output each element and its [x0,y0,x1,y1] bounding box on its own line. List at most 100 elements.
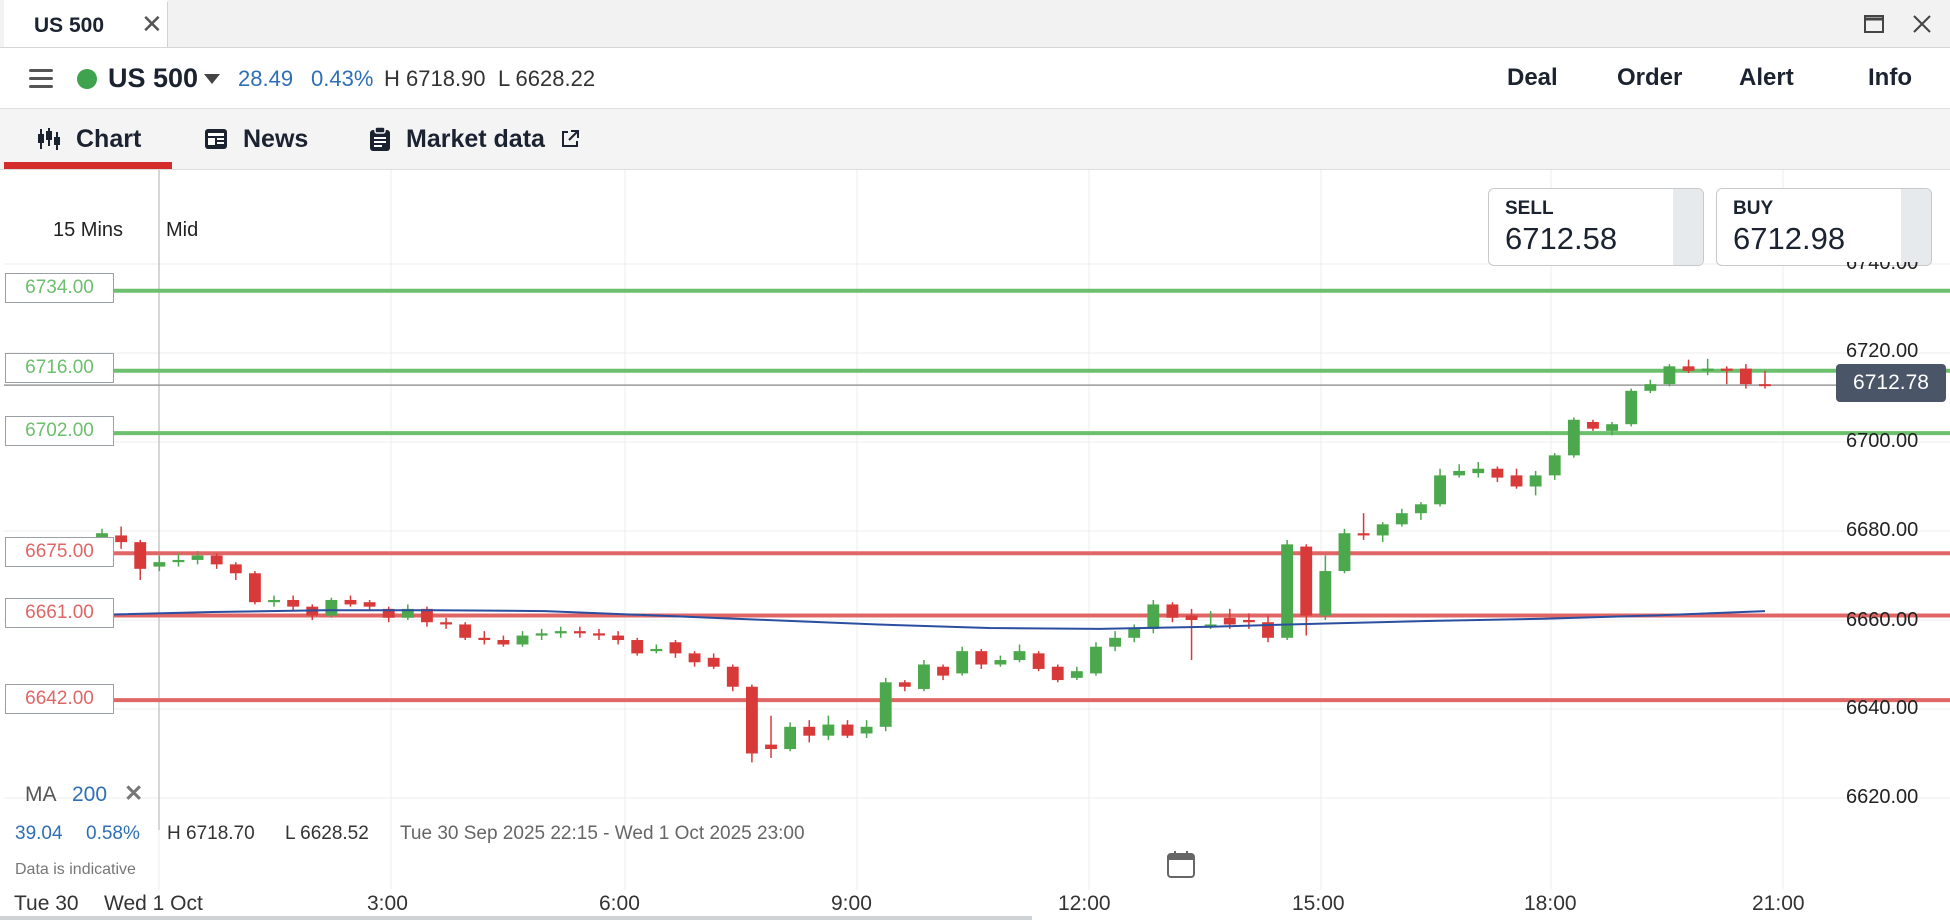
alert-level-label[interactable]: 6642.00 [5,684,114,714]
candle-body [631,640,644,654]
instrument-tab[interactable]: US 500 ✕ [4,0,168,47]
market-open-status-icon [77,69,97,89]
x-axis-label: Tue 30 [14,892,79,915]
tab-chart[interactable]: Chart [36,109,141,169]
candle-body [172,559,185,563]
price-chart[interactable] [4,170,1950,920]
y-axis-label: 6680.00 [1846,519,1919,541]
candle-body [688,653,701,663]
candle-body [1090,646,1102,674]
calendar-icon[interactable] [1166,849,1196,879]
candle-body [325,599,338,616]
buy-price: 6712.98 [1733,221,1846,256]
candle-body [363,602,376,607]
candle-body [344,599,357,605]
menu-icon[interactable] [29,67,55,89]
candle-body [822,724,835,736]
candle-body [669,642,682,654]
chart-panel[interactable] [4,170,1950,920]
alert-level-label[interactable]: 6661.00 [5,598,114,628]
y-axis-label: 6720.00 [1846,340,1919,362]
candle-body [1262,622,1274,638]
x-axis-label: 21:00 [1752,892,1805,915]
alert-level-label[interactable]: 6734.00 [5,273,114,303]
candle-body [421,608,433,623]
price-type-selector[interactable]: Mid [166,219,199,241]
candle-body [841,724,854,736]
candle-body [1128,628,1141,638]
candle-body [1663,366,1676,385]
maximize-icon[interactable] [1860,10,1888,38]
alert-level-label[interactable]: 6702.00 [5,416,114,446]
candle-body [918,664,930,689]
external-link-icon [561,130,579,147]
x-axis-label: 9:00 [831,892,872,915]
current-price-flag: 6712.78 [1836,364,1946,402]
alert-level-label[interactable]: 6716.00 [5,353,114,383]
candle-body [765,744,777,750]
candle-body [1204,624,1217,627]
candle-body [1051,666,1064,681]
indicator-name: MA [25,783,57,806]
candle-body [478,637,491,641]
tab-chart-label: Chart [76,124,142,153]
candle-body [1472,468,1485,474]
order-button[interactable]: Order [1617,64,1683,91]
candle-body [1644,384,1657,391]
candlestick-icon [38,128,60,150]
range-change: 39.04 [15,823,63,844]
tab-news-label: News [243,124,309,153]
indicator-period[interactable]: 200 [72,783,108,806]
horizontal-scrollbar[interactable] [0,916,1032,920]
instrument-name[interactable]: US 500 [108,63,199,93]
candle-body [191,555,204,560]
x-axis-label: 15:00 [1292,892,1345,915]
tab-news[interactable]: News [203,109,308,169]
y-axis-label: 6640.00 [1846,697,1919,719]
candle-body [1319,571,1332,616]
candle-body [554,631,567,634]
candle-body [1491,468,1504,478]
candle-body [535,633,548,636]
candle-body [1070,671,1083,678]
moving-average-line [101,609,1766,630]
timeframe-selector[interactable]: 15 Mins [53,219,124,241]
candle-body [593,633,605,636]
candle-body [1453,470,1466,476]
close-tab-icon[interactable]: ✕ [141,9,163,39]
x-axis-label: 3:00 [367,892,408,915]
deal-button[interactable]: Deal [1507,64,1558,91]
candle-body [1548,455,1561,476]
candle-body [440,622,452,625]
sell-button[interactable]: SELL 6712.58 [1488,188,1704,266]
remove-indicator-icon[interactable]: ✕ [124,780,144,806]
chevron-down-icon[interactable] [204,74,220,84]
y-axis-label: 6740.00 [1846,252,1919,274]
candle-body [248,573,261,603]
active-tab-indicator [4,162,172,169]
daily-high: H 6718.90 [384,66,486,91]
candle-body [1759,384,1771,387]
candle-body [401,608,414,618]
candle-body [1395,513,1408,525]
buy-button[interactable]: BUY 6712.98 [1716,188,1932,266]
daily-change-percent: 0.43% [311,66,374,91]
close-icon[interactable] [1908,10,1936,38]
candle-body [1701,368,1714,371]
candle-body [1109,637,1122,647]
candle-body [1510,475,1523,487]
x-axis-label: 6:00 [599,892,640,915]
candle-body [898,682,911,687]
info-button[interactable]: Info [1868,64,1912,91]
alert-button[interactable]: Alert [1739,64,1794,91]
candle-body [1300,546,1313,616]
window-tab-bar: US 500 ✕ [0,0,1950,48]
candle-body [229,564,242,574]
tab-market-data[interactable]: Market data [368,109,581,169]
candle-body [1415,504,1427,514]
candle-body [745,686,758,754]
candle-body [1682,366,1695,371]
candle-body [287,599,300,607]
news-icon [205,129,227,149]
alert-level-label[interactable]: 6675.00 [5,537,114,567]
